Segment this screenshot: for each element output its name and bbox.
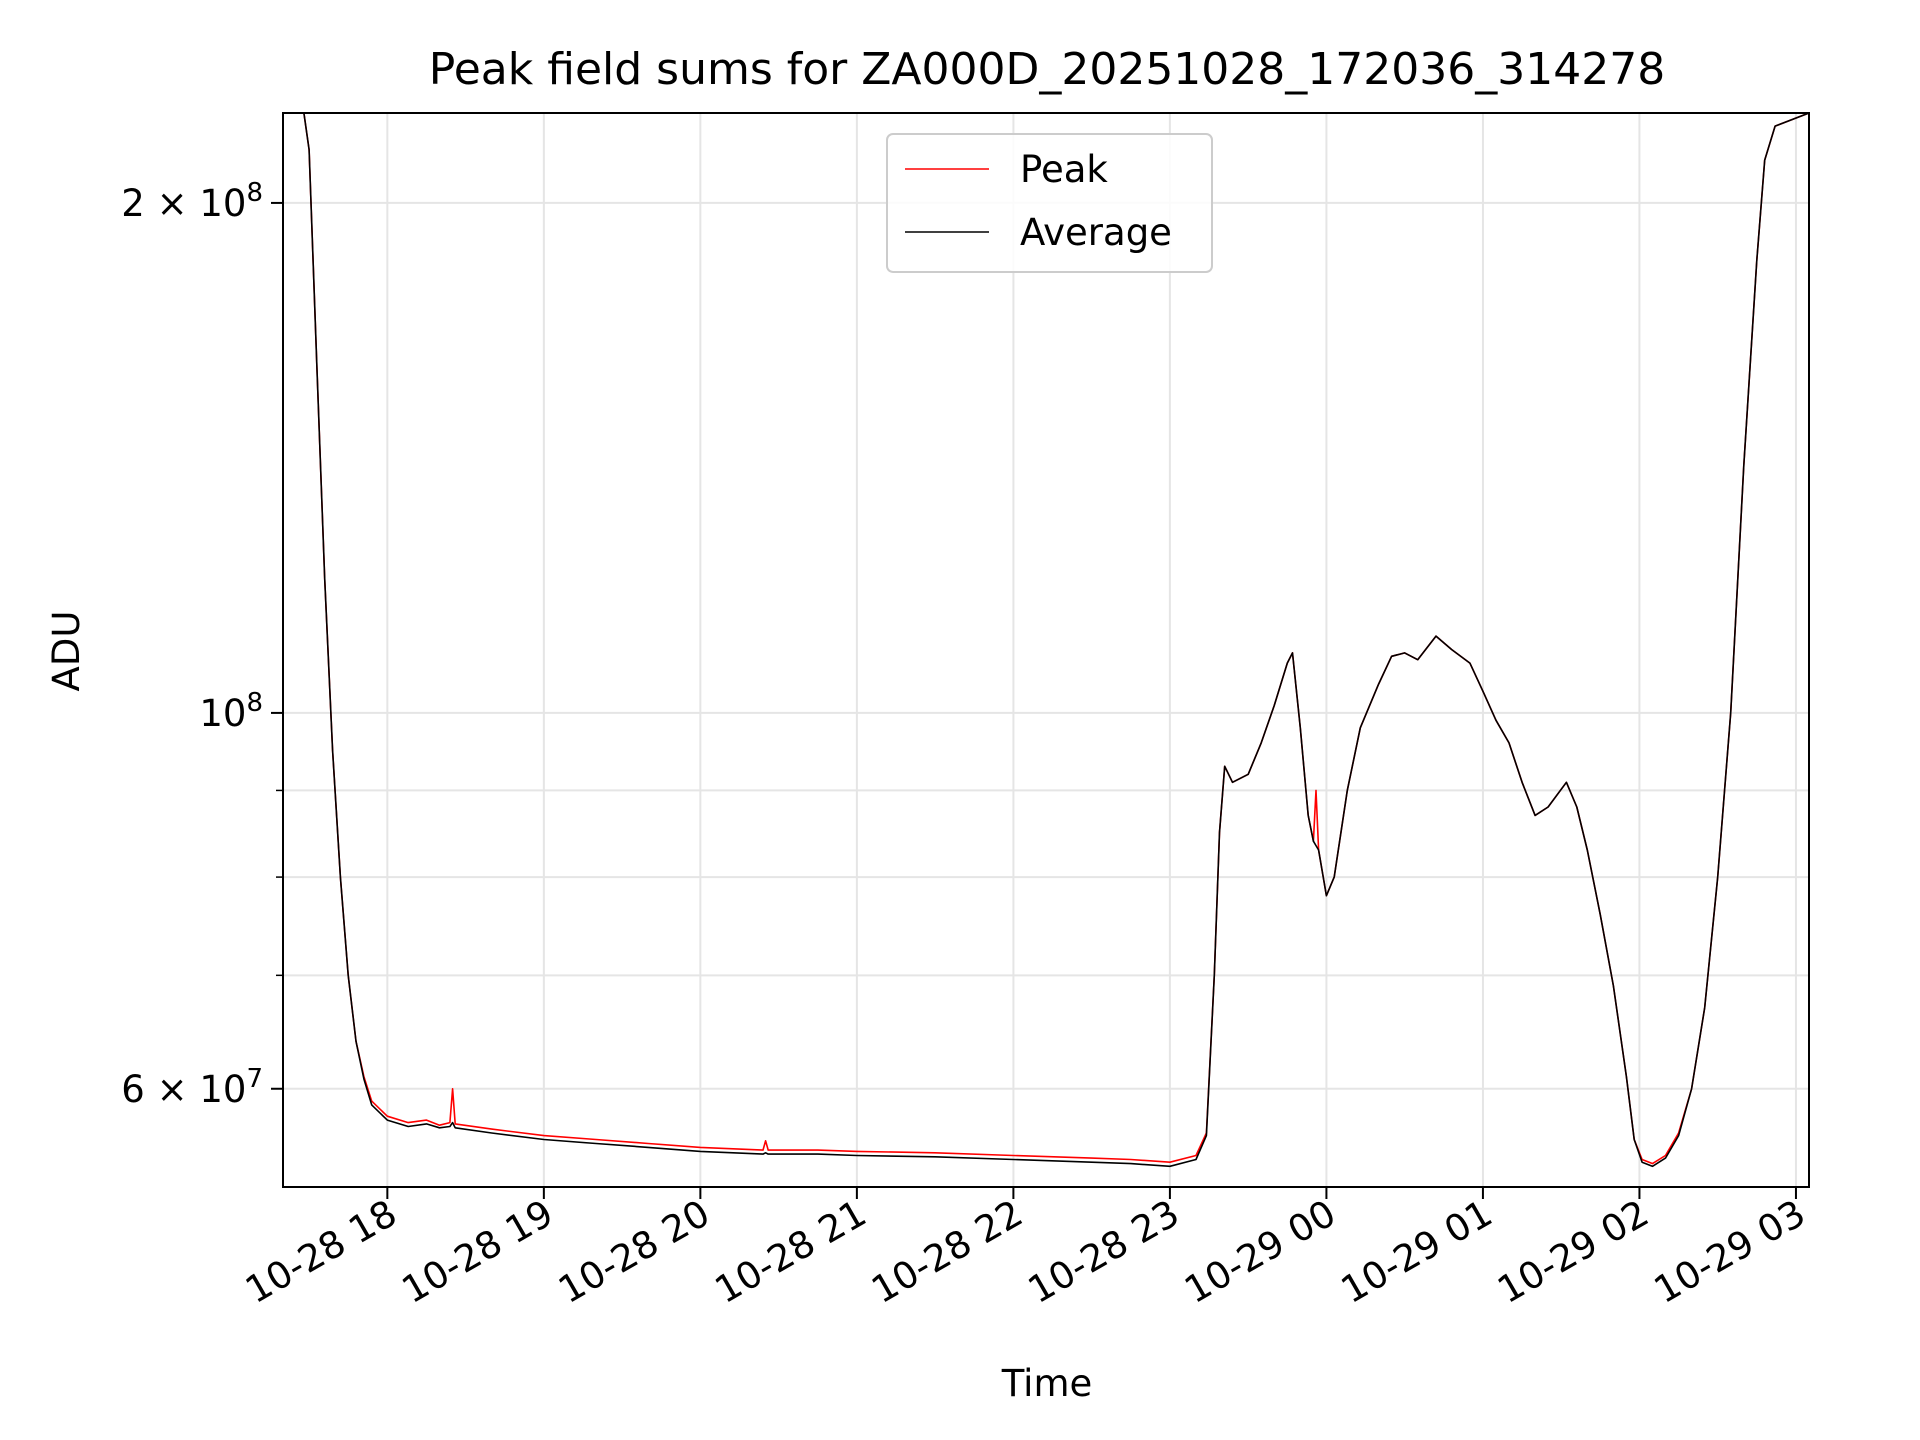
legend: Peak Average [886, 133, 1213, 273]
x-axis-label: Time [1001, 1362, 1093, 1405]
y-tick-label-exponent: 8 [246, 688, 263, 718]
legend-label-peak: Peak [1020, 148, 1108, 191]
y-tick-label-exponent: 8 [246, 178, 263, 208]
legend-label-average: Average [1020, 211, 1172, 254]
plot-frame [282, 112, 1810, 1188]
grid-lines [283, 113, 1809, 1187]
chart-title: Peak field sums for ZA000D_20251028_1720… [429, 44, 1665, 95]
y-tick-label-base: 6 × 10 [121, 1068, 246, 1111]
y-tick-label-exponent: 7 [246, 1064, 263, 1094]
series-layer [303, 113, 1809, 1168]
y-tick-label: 2 × 108 [121, 178, 263, 225]
y-tick-label: 108 [199, 688, 263, 735]
y-axis-label: ADU [45, 611, 88, 692]
y-tick-label-base: 10 [199, 692, 246, 735]
y-tick-label: 6 × 107 [121, 1064, 263, 1111]
y-tick-label-base: 2 × 10 [121, 182, 246, 225]
series-line-average [303, 113, 1809, 1168]
